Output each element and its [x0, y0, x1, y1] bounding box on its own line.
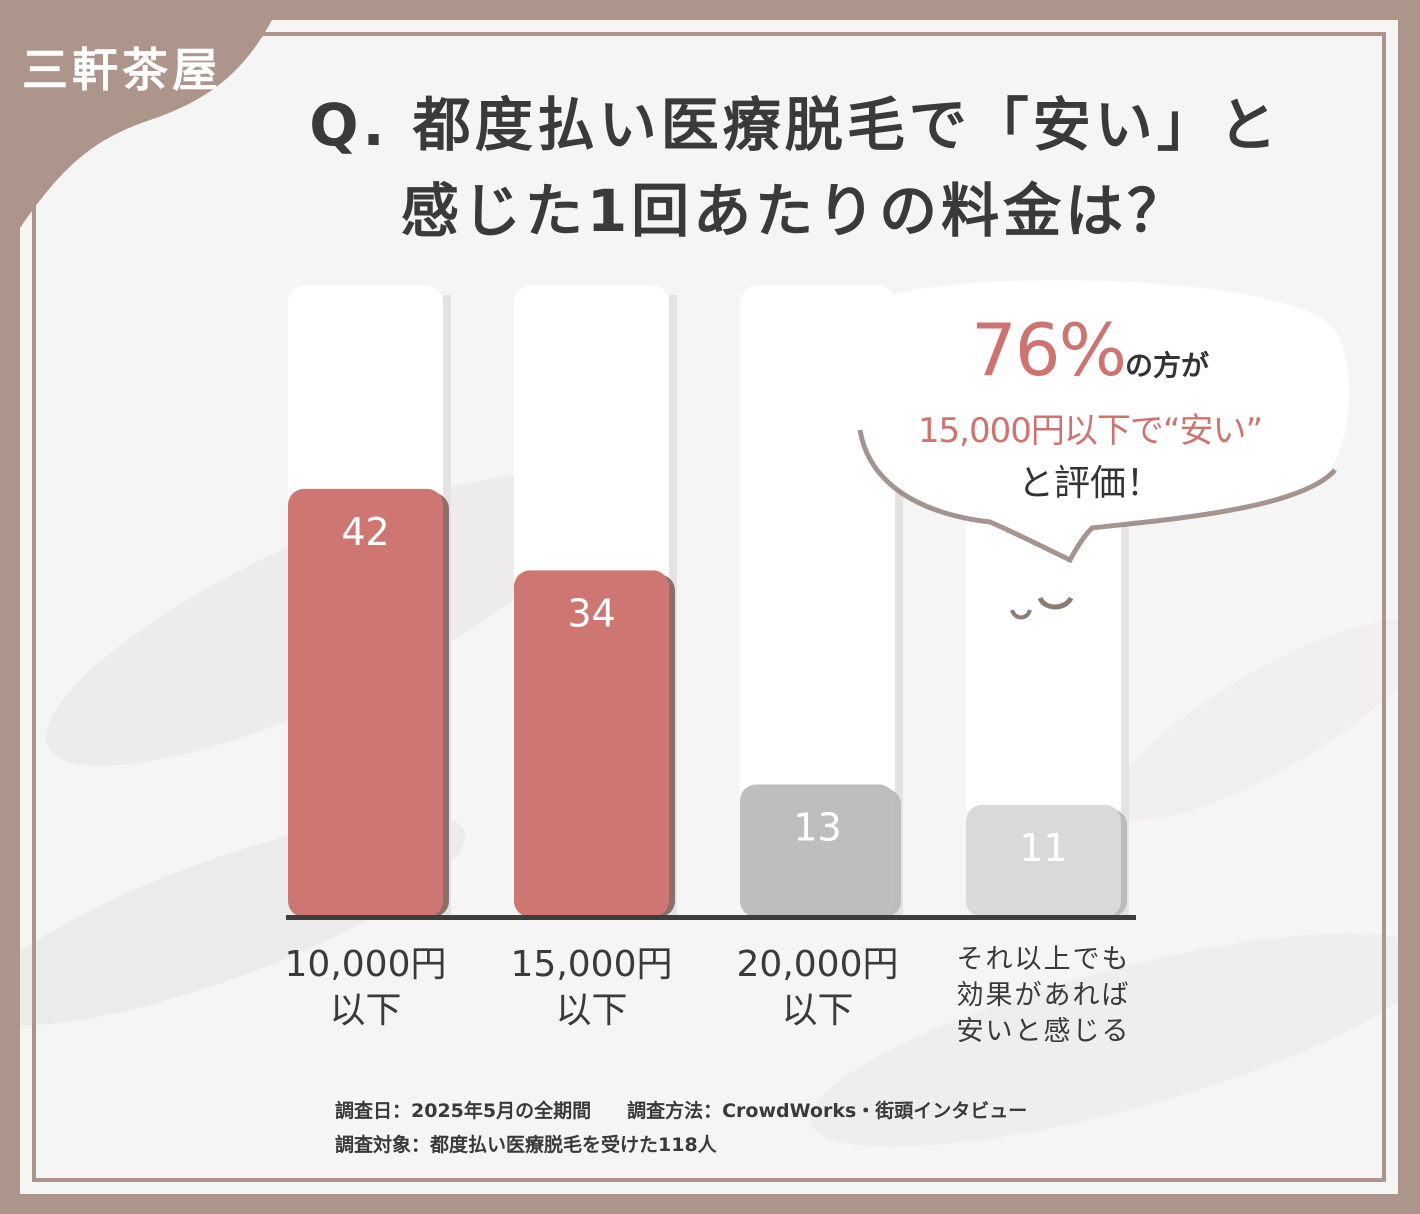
category-label-line: 安いと感じる — [956, 1016, 1131, 1047]
category-label-1: 15,000円 以下 — [482, 942, 702, 1034]
survey-date: 調査日：2025年5月の全期間 — [335, 1100, 592, 1122]
page-title: Q. 都度払い医療脱毛で「安い」と 感じた1回あたりの料金は？ — [240, 82, 1350, 254]
bar-track-shadow-2 — [895, 295, 903, 917]
callout-line-3: と評価！ — [1017, 463, 1162, 504]
bar-value-label-1: 34 — [567, 591, 615, 635]
category-label-line: 10,000円 — [284, 944, 447, 985]
category-label-line: 以下 — [555, 990, 628, 1031]
callout-line-1: 76%の方が — [880, 310, 1300, 406]
category-label-line: 20,000円 — [736, 944, 899, 985]
brand-corner — [0, 0, 282, 228]
category-label-line: 以下 — [781, 990, 854, 1031]
category-label-0: 10,000円 以下 — [256, 942, 476, 1034]
survey-method: 調査方法：CrowdWorks・街頭インタビュー — [627, 1100, 1028, 1122]
bar-track-shadow-3 — [1121, 295, 1129, 917]
bar-value-label-0: 42 — [341, 510, 389, 554]
bar-3 — [966, 804, 1121, 917]
category-label-line: 以下 — [329, 990, 402, 1031]
callout-line-2: 15,000円以下で“安い” — [917, 411, 1263, 451]
bar-1 — [514, 570, 669, 917]
category-label-line: それ以上でも — [956, 944, 1131, 975]
title-line-1: Q. 都度払い医療脱毛で「安い」と — [309, 91, 1281, 159]
survey-footer: 調査日：2025年5月の全期間 調査方法：CrowdWorks・街頭インタビュー … — [335, 1094, 1027, 1162]
callout-text-1: の方が — [1125, 349, 1210, 382]
brand-logo: 三軒茶屋 — [22, 43, 222, 97]
callout-percent: 76% — [970, 308, 1127, 392]
title-line-2: 感じた1回あたりの料金は？ — [400, 177, 1190, 245]
bar-0 — [288, 488, 443, 917]
survey-target: 調査対象：都度払い医療脱毛を受けた118人 — [335, 1134, 717, 1156]
category-label-2: 20,000円 以下 — [708, 942, 928, 1034]
bar-2 — [740, 784, 895, 917]
category-label-line: 15,000円 — [510, 944, 673, 985]
bar-value-label-3: 11 — [1019, 826, 1067, 870]
x-axis-line — [286, 915, 1136, 920]
category-label-line: 効果があれば — [956, 980, 1131, 1011]
bar-value-label-2: 13 — [793, 805, 841, 849]
category-label-3: それ以上でも 効果があれば 安いと感じる — [934, 942, 1154, 1050]
footer-line-1: 調査日：2025年5月の全期間 調査方法：CrowdWorks・街頭インタビュー — [335, 1094, 1027, 1128]
callout-text: 76%の方が 15,000円以下で“安い” と評価！ — [880, 310, 1300, 512]
